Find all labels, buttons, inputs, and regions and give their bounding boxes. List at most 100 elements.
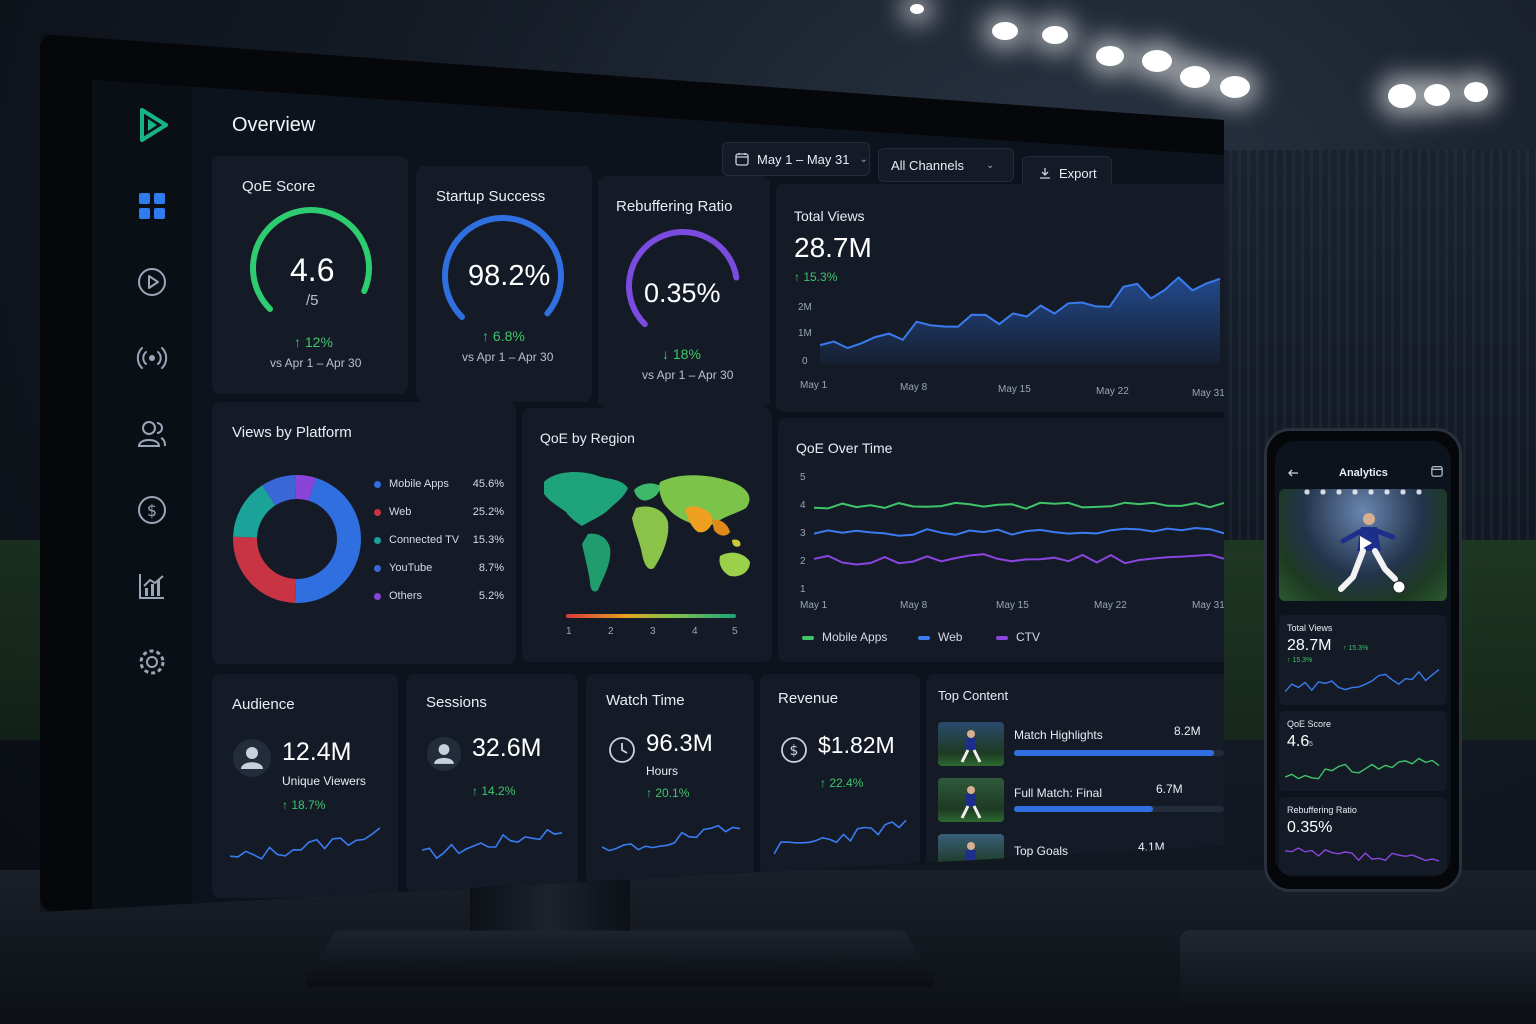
qoe-over-time-chart [814,501,1224,566]
channel-select[interactable]: All Channels ⌄ [878,148,1014,182]
play-icon[interactable] [136,266,168,298]
scale-tick: 2 [608,626,614,637]
phone-device: Analytics Total Views 28.7M ↑ 15.3% ↑ 15… [1264,428,1462,892]
content-title: Top Goals [1014,844,1069,858]
platform-legend-item: Web 25.2% [374,506,504,518]
dashboard-icon[interactable] [136,190,168,222]
app-logo-icon [140,108,168,142]
sidebar: $ [92,80,192,912]
views-by-platform-card: Views by Platform Mobile Apps 45.6% Web 25.… [212,402,516,664]
qoe-score-value: 4.6 [290,252,335,288]
startup-success-card: Startup Success 98.2% ↑ 6.8% vs Apr 1 – … [416,166,592,402]
phone-screen: Analytics Total Views 28.7M ↑ 15.3% ↑ 15… [1275,441,1451,877]
qoe-legend-label: CTV [1016,630,1040,644]
tv-xtick: May 1 [800,380,828,391]
legend-dot [374,564,381,572]
audience-sub: Unique Viewers [282,774,366,788]
watch-time-title: Watch Time [606,692,685,709]
rebuffering-ratio-title: Rebuffering Ratio [616,198,733,215]
revenue-value: $1.82M [818,732,895,758]
content-views: 6.7M [1156,782,1183,796]
chevron-down-icon: ⌄ [859,153,868,165]
platform-donut [233,475,361,603]
content-views: 8.2M [1174,724,1201,738]
content-bar-fill [1014,862,1119,868]
sessions-title: Sessions [426,694,487,711]
content-views: 4.1M [1138,840,1165,854]
content-thumbnail[interactable] [938,778,1004,822]
rebuffering-ratio-value: 0.35% [644,278,721,308]
revenue-delta: ↑ 22.4% [820,776,864,790]
analytics-icon[interactable] [136,570,168,602]
scale-tick: 1 [566,626,572,637]
sessions-sparkline [422,828,563,860]
broadcast-icon[interactable] [136,342,168,374]
phone-qoe-sparkline [1285,757,1440,780]
phone-qoe-label: QoE Score [1287,719,1332,729]
watch-time-sub: Hours [646,764,679,778]
legend-dot [374,536,381,544]
user-icon [233,739,271,777]
scale-tick: 3 [650,626,656,637]
date-range-label: May 1 – May 31 [757,151,850,167]
top-content-item[interactable]: Full Match: Final 6.7M [938,778,1224,824]
legend-dot [374,508,381,516]
platform-legend-value: 15.3% [472,534,504,546]
calendar-icon [735,153,749,166]
page-title: Overview [232,114,316,136]
startup-success-value: 98.2% [468,260,551,292]
platform-legend-label: Connected TV [389,534,460,546]
tv-xtick: May 15 [998,384,1031,395]
dollar-icon[interactable]: $ [136,494,168,526]
content-bar-fill [1014,806,1153,812]
phone-qoe-unit: /5 [1307,741,1313,748]
svg-text:$: $ [147,501,157,520]
tablet-device [1180,930,1536,1010]
platform-legend-label: YouTube [389,562,433,574]
rebuffering-ratio-delta: ↓ 18% [662,346,701,362]
qoe-color-scale [566,614,736,618]
user-icon [426,736,462,772]
revenue-card: Revenue $ $1.82M ↑ 22.4% [760,674,920,882]
qoe-legend-item: CTV [996,630,1040,644]
audience-card: Audience 12.4M Unique Viewers ↑ 18.7% [212,674,398,898]
calendar-icon[interactable] [1431,465,1443,477]
qt-xtick: May 1 [800,600,828,611]
phone-views-delta-sub: ↑ 15.3% [1287,657,1313,664]
qoe-score-delta: ↑ 12% [294,334,333,350]
scale-tick: 5 [732,626,738,637]
legend-swatch [802,635,814,640]
qt-xtick: May 8 [900,600,928,611]
tv-xtick: May 8 [900,382,928,393]
rebuffering-gauge [626,229,740,328]
qt-ytick: 2 [800,556,806,567]
content-bar-track [1014,862,1224,868]
donut-slice [295,475,316,501]
qoe-legend-item: Web [918,630,962,644]
startup-gauge [442,215,564,321]
watch-time-delta: ↑ 20.1% [646,786,690,800]
content-title: Full Match: Final [1014,786,1103,800]
platform-legend-item: Mobile Apps 45.6% [374,478,504,490]
views-by-platform-title: Views by Platform [232,424,352,441]
tv-ytick: 0 [802,356,808,367]
qt-ytick: 1 [800,584,806,595]
tv-ytick: 2M [798,302,812,313]
back-icon[interactable] [1287,467,1299,479]
play-icon[interactable] [1355,533,1375,553]
content-thumbnail[interactable] [938,722,1004,766]
content-bar-track [1014,750,1224,756]
channel-label: All Channels [891,157,964,173]
dollar-icon: $ [781,737,807,763]
monitor-stand-base [303,930,937,987]
total-views-delta: ↑ 15.3% [794,270,838,284]
top-content-item[interactable]: Match Highlights 8.2M [938,722,1224,768]
users-icon[interactable] [136,418,168,450]
date-range-picker[interactable]: May 1 – May 31 ⌄ [722,142,870,176]
settings-icon[interactable] [136,646,168,678]
phone-rebuffer-value: 0.35% [1287,819,1333,836]
legend-swatch [918,635,930,640]
phone-views-value: 28.7M [1287,637,1332,654]
tv-xtick: May 31 [1192,388,1225,399]
video-thumbnail[interactable] [1279,489,1447,601]
